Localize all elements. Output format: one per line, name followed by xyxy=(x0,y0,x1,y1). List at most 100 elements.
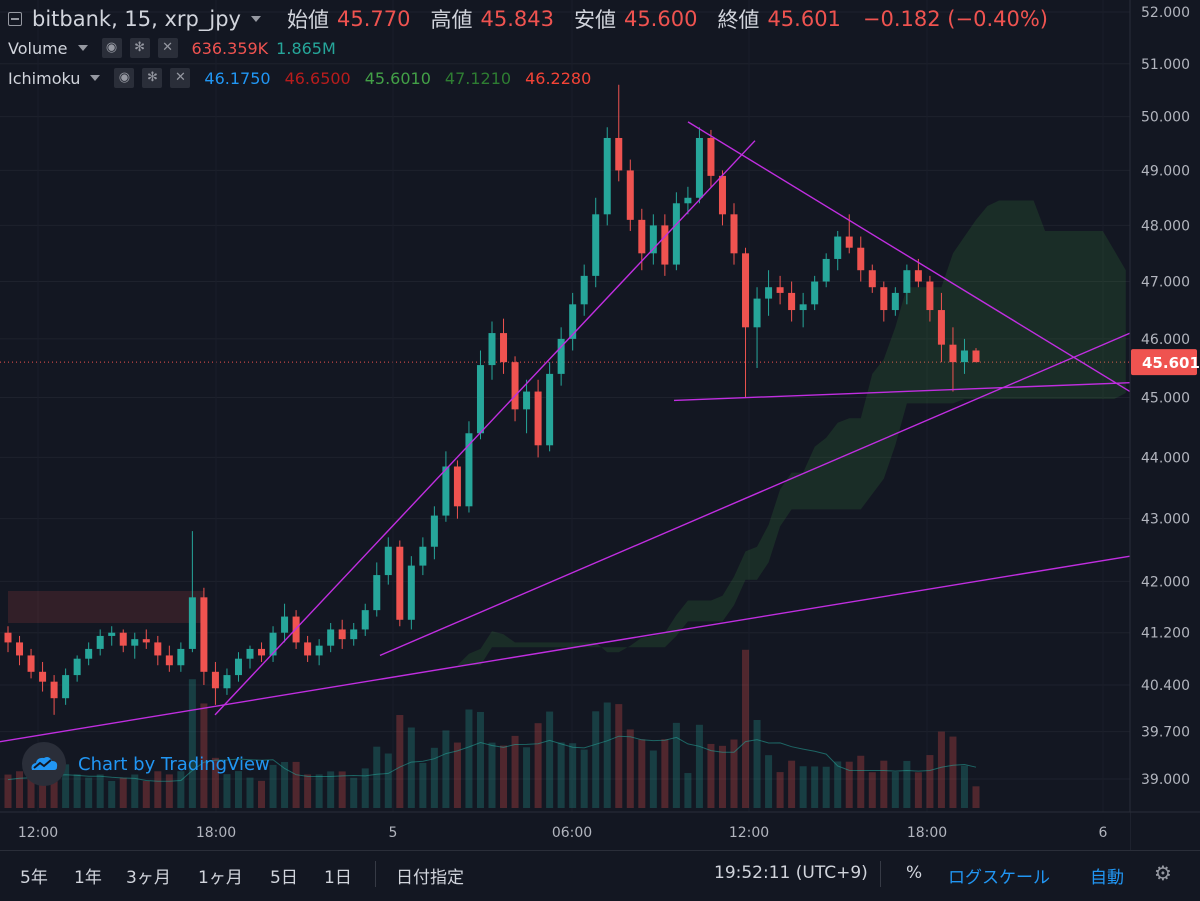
clock-timezone-button[interactable]: 19:52:11 (UTC+9) xyxy=(714,863,868,883)
candle-body xyxy=(177,648,185,666)
range-5d-button[interactable]: 5日 xyxy=(270,868,298,888)
candle-body xyxy=(638,219,646,254)
candle-body xyxy=(880,287,888,311)
candle-body xyxy=(857,247,865,271)
volume-bar xyxy=(788,760,796,808)
candle-body xyxy=(753,298,761,328)
candle-body xyxy=(165,655,173,666)
candle-body xyxy=(868,270,876,288)
volume-bar xyxy=(580,749,588,808)
log-scale-button[interactable]: ログスケール xyxy=(948,868,1050,888)
candle-body xyxy=(50,681,58,699)
volume-bar xyxy=(926,755,934,808)
volume-bar xyxy=(50,760,58,808)
gear-icon[interactable]: ✻ xyxy=(142,68,163,88)
gear-icon[interactable]: ✻ xyxy=(129,38,150,58)
range-3m-button[interactable]: 3ヶ月 xyxy=(126,868,171,888)
candle-body xyxy=(557,338,565,374)
close-icon[interactable]: ✕ xyxy=(170,68,191,88)
volume-bar xyxy=(361,768,369,808)
candle-body xyxy=(799,304,807,311)
volume-bar xyxy=(523,747,531,808)
trendline xyxy=(673,382,1131,402)
percent-scale-button[interactable]: % xyxy=(906,863,923,883)
volume-bar xyxy=(234,771,242,808)
volume-bar xyxy=(119,777,127,808)
price-tick-label: 44.000 xyxy=(1141,450,1190,466)
candle-body xyxy=(223,675,231,689)
price-axis[interactable]: 52.000 51.000 50.000 49.000 48.000 47.000 46.0… xyxy=(1129,0,1200,850)
chevron-down-icon[interactable] xyxy=(90,75,101,81)
volume-ma-line xyxy=(7,735,977,782)
candle-body xyxy=(718,175,726,215)
close-icon[interactable]: ✕ xyxy=(157,38,178,58)
candle-body xyxy=(937,310,945,345)
ichimoku-name[interactable]: Ichimoku xyxy=(8,68,81,88)
range-5y-button[interactable]: 5年 xyxy=(20,868,48,888)
volume-bar xyxy=(511,735,519,808)
candle-body xyxy=(442,466,450,516)
volume-bar xyxy=(304,774,312,808)
candle-body xyxy=(822,258,830,282)
volume-bar xyxy=(972,786,980,808)
gear-icon[interactable]: ⚙ xyxy=(1154,861,1172,885)
trendlines[interactable] xyxy=(0,121,1131,743)
volume-bar xyxy=(211,757,219,808)
candle-body xyxy=(765,287,773,299)
volume-bar xyxy=(891,771,899,808)
candle-body xyxy=(569,304,577,339)
chevron-down-icon[interactable] xyxy=(77,45,88,51)
volume-bar xyxy=(937,731,945,808)
candle-body xyxy=(580,275,588,305)
range-1y-button[interactable]: 1年 xyxy=(74,868,102,888)
volume-bar xyxy=(592,711,600,808)
eye-icon[interactable]: ◉ xyxy=(114,68,135,88)
price-tick-label: 52.000 xyxy=(1141,5,1190,21)
change-value: −0.182 (−0.40%) xyxy=(862,7,1049,31)
time-tick-label: 6 xyxy=(1099,825,1108,841)
candle-body xyxy=(108,632,116,636)
price-tick-label: 43.000 xyxy=(1141,512,1190,528)
tradingview-watermark[interactable]: Chart by TradingView xyxy=(22,742,270,786)
volume-bar xyxy=(811,766,819,808)
auto-scale-button[interactable]: 自動 xyxy=(1090,868,1124,888)
volume-ma-polyline xyxy=(7,735,977,782)
range-1d-button[interactable]: 1日 xyxy=(324,868,352,888)
ichimoku-senkou-a-value: 47.1210 xyxy=(444,68,512,88)
volume-bar xyxy=(546,711,554,808)
time-tick-label: 5 xyxy=(389,825,398,841)
volume-name[interactable]: Volume xyxy=(8,38,68,58)
eye-icon[interactable]: ◉ xyxy=(101,38,122,58)
candle-body xyxy=(85,648,93,659)
candle-body xyxy=(430,515,438,547)
volume-bar xyxy=(684,773,692,808)
volume-bar xyxy=(776,772,784,808)
volume-bar xyxy=(488,742,496,808)
volume-bar xyxy=(638,739,646,808)
candle-body xyxy=(27,655,35,672)
volume-bar xyxy=(857,755,865,808)
volume-bar xyxy=(765,755,773,808)
volume-bar xyxy=(327,771,335,808)
candle-body xyxy=(546,373,554,446)
price-tick-label: 41.200 xyxy=(1141,626,1190,642)
volume-bar xyxy=(315,774,323,808)
volume-bar xyxy=(154,771,162,808)
volume-bar xyxy=(85,777,93,808)
time-axis[interactable]: 12:00 18:00 5 06:00 12:00 18:00 6 xyxy=(0,811,1200,850)
candle-body xyxy=(200,597,208,672)
range-1m-button[interactable]: 1ヶ月 xyxy=(198,868,243,888)
volume-bar xyxy=(960,765,968,808)
candle-body xyxy=(304,642,312,656)
candle-body xyxy=(396,546,404,620)
candle-body xyxy=(16,642,24,656)
date-range-button[interactable]: 日付指定 xyxy=(396,868,464,888)
symbol-title[interactable]: bitbank, 15, xrp_jpy xyxy=(32,7,241,31)
candle-body xyxy=(891,292,899,311)
chevron-down-icon[interactable] xyxy=(250,16,261,22)
price-tick-label: 39.700 xyxy=(1141,725,1190,741)
collapse-icon[interactable] xyxy=(8,12,22,26)
candle-body xyxy=(730,214,738,254)
